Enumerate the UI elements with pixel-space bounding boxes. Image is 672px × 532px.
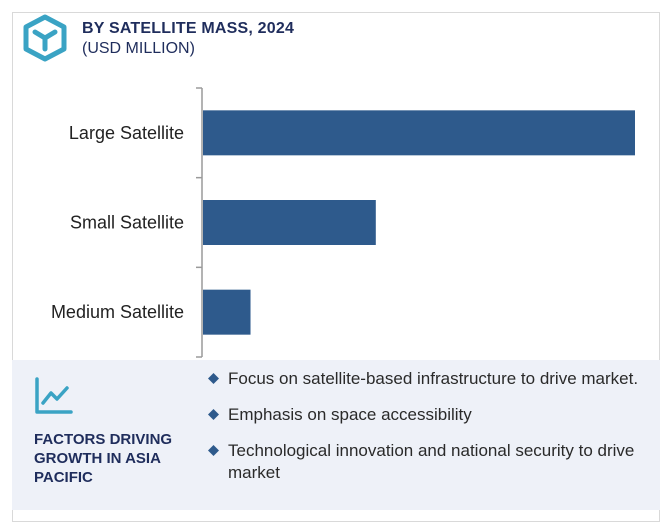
bar-medium-satellite bbox=[203, 289, 251, 335]
factor-item: Technological innovation and national se… bbox=[208, 440, 648, 484]
chart-subtitle: (USD MILLION) bbox=[82, 40, 195, 57]
category-label: Medium Satellite bbox=[51, 302, 184, 322]
diamond-bullet-icon bbox=[208, 373, 219, 384]
diamond-bullet-icon bbox=[208, 409, 219, 420]
category-label: Large Satellite bbox=[69, 123, 184, 143]
factors-panel: FACTORS DRIVING GROWTH IN ASIA PACIFIC F… bbox=[12, 360, 660, 510]
factors-list: Focus on satellite-based infrastructure … bbox=[208, 368, 648, 498]
factors-title: FACTORS DRIVING GROWTH IN ASIA PACIFIC bbox=[34, 431, 173, 486]
factor-item: Emphasis on space accessibility bbox=[208, 404, 648, 426]
bar-large-satellite bbox=[203, 110, 635, 156]
factor-text: Emphasis on space accessibility bbox=[228, 405, 472, 424]
cube-icon bbox=[23, 14, 67, 62]
line-chart-icon bbox=[35, 377, 73, 414]
chart-title: BY SATELLITE MASS, 2024 bbox=[82, 20, 295, 37]
factor-text: Technological innovation and national se… bbox=[228, 441, 635, 482]
category-label: Small Satellite bbox=[70, 213, 184, 233]
factor-item: Focus on satellite-based infrastructure … bbox=[208, 368, 648, 390]
diamond-bullet-icon bbox=[208, 445, 219, 456]
factor-text: Focus on satellite-based infrastructure … bbox=[228, 369, 639, 388]
bar-small-satellite bbox=[203, 200, 376, 245]
bar-chart: Large Satellite Small Satellite Medium Sat… bbox=[51, 87, 635, 358]
